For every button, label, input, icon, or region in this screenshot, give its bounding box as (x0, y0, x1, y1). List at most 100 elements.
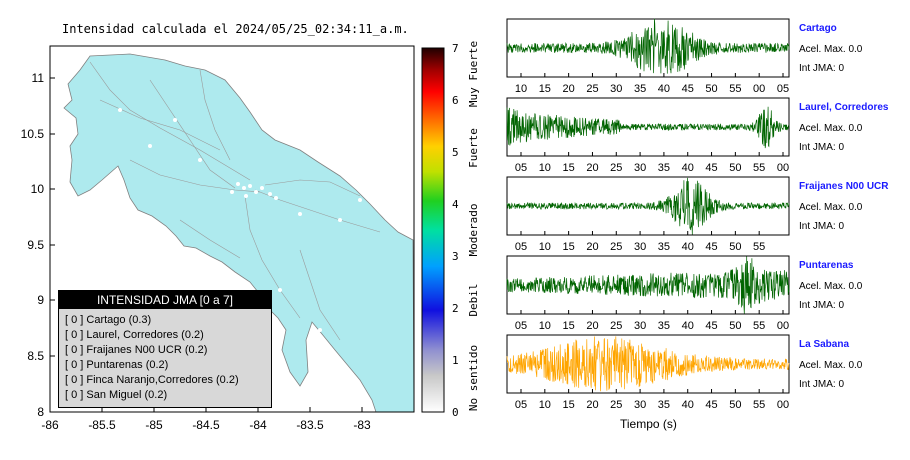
station-int-jma: Int JMA: 0 (799, 221, 845, 232)
time-tick-label: 20 (586, 241, 598, 253)
station-int-jma: Int JMA: 0 (799, 379, 845, 390)
colorbar-tick-label: 4 (452, 198, 459, 211)
time-tick-label: 45 (682, 83, 694, 95)
time-tick-label: 55 (753, 241, 765, 253)
time-tick-label: 05 (515, 241, 527, 253)
time-tick-label: 35 (634, 83, 646, 95)
lon-tick-label: -85.5 (88, 418, 116, 432)
colorbar-gradient (421, 47, 445, 413)
time-tick-label: 20 (563, 83, 575, 95)
legend-item: [ 0 ] Fraijanes N00 UCR (0.2) (65, 344, 208, 356)
colorbar-tick-label: 7 (452, 42, 459, 55)
lat-tick-label: 8 (37, 405, 44, 419)
time-tick-label: 05 (515, 399, 527, 411)
map-lon-axis: -86 -85.5 -85 -84.5 -84 -83.5 -83 (41, 407, 371, 432)
legend-item: [ 0 ] Puntarenas (0.2) (65, 359, 169, 371)
time-tick-label: 35 (658, 162, 670, 174)
time-tick-label: 00 (777, 162, 789, 174)
time-tick-label: 20 (586, 399, 598, 411)
time-tick-label: 30 (634, 399, 646, 411)
waveform-panel: 05 10 15 20 25 30 35 40 45 50 55 00 (506, 97, 790, 174)
waveform-panels: 10 15 20 25 30 35 40 45 50 55 00 05 05 10 15 20 25 30 35 40… (506, 18, 790, 411)
legend-item: [ 0 ] Finca Naranjo,Corredores (0.2) (65, 374, 239, 386)
time-tick-label: 50 (705, 83, 717, 95)
time-tick-label: 40 (682, 320, 694, 332)
station-name: Fraijanes N00 UCR (799, 181, 889, 192)
time-tick-label: 30 (634, 241, 646, 253)
lon-tick-label: -84 (249, 418, 267, 432)
lon-tick-label: -85 (145, 418, 163, 432)
time-tick-label: 05 (777, 83, 789, 95)
station-dots (118, 108, 362, 332)
time-tick-label: 10 (515, 83, 527, 95)
time-tick-label: 30 (634, 162, 646, 174)
time-tick-label: 45 (705, 241, 717, 253)
time-tick-label: 00 (753, 83, 765, 95)
colorbar-category-label: Fuerte (467, 128, 480, 168)
station-int-jma: Int JMA: 0 (799, 142, 845, 153)
waveform-trace (506, 18, 790, 74)
station-acel-max: Acel. Max. 0.0 (799, 281, 863, 292)
time-tick-label: 25 (586, 83, 598, 95)
colorbar-category-label: Muy Fuerte (467, 41, 480, 107)
waveform-panel: 05 10 15 20 25 30 35 40 45 50 55 (506, 176, 790, 253)
time-tick-label: 15 (563, 162, 575, 174)
lat-tick-label: 9 (37, 293, 44, 307)
colorbar-tick-label: 0 (452, 406, 459, 419)
station-acel-max: Acel. Max. 0.0 (799, 44, 863, 55)
colorbar-tick-label: 6 (452, 94, 459, 107)
time-tick-label: 10 (539, 241, 551, 253)
waveform-panel: 05 10 15 20 25 30 35 40 45 50 55 00 (506, 255, 790, 332)
station-int-jma: Int JMA: 0 (799, 63, 845, 74)
lon-tick-label: -83.5 (296, 418, 324, 432)
waveform-panel: 10 15 20 25 30 35 40 45 50 55 00 05 (506, 18, 790, 95)
station-name: La Sabana (799, 339, 850, 350)
time-tick-label: 50 (729, 162, 741, 174)
time-tick-label: 55 (753, 399, 765, 411)
time-tick-label: 20 (586, 162, 598, 174)
waveform-trace (506, 256, 790, 314)
time-tick-label: 30 (610, 83, 622, 95)
road-network (89, 61, 381, 341)
time-axis-title: Tiempo (s) (620, 417, 677, 431)
waveform-trace (506, 106, 790, 149)
time-tick-label: 40 (682, 241, 694, 253)
lat-tick-label: 9.5 (27, 238, 44, 252)
legend-item: [ 0 ] Cartago (0.3) (65, 314, 152, 326)
time-tick-label: 15 (563, 241, 575, 253)
legend-list: [ 0 ] Cartago (0.3) [ 0 ] Laurel, Corredo… (59, 309, 271, 403)
station-name: Cartago (799, 23, 837, 34)
time-tick-label: 15 (563, 320, 575, 332)
lat-tick-label: 10.5 (21, 127, 45, 141)
map-title: Intensidad calculada el 2024/05/25_02:34… (62, 22, 409, 36)
jma-colorbar: 7 6 5 4 3 2 1 0 Muy Fuerte Fuerte Moderado Debil No… (421, 41, 480, 419)
time-tick-label: 10 (539, 399, 551, 411)
time-tick-label: 10 (539, 162, 551, 174)
time-tick-label: 35 (658, 399, 670, 411)
waveform-trace (506, 336, 790, 392)
time-tick-label: 30 (634, 320, 646, 332)
time-tick-label: 00 (777, 320, 789, 332)
time-tick-label: 55 (729, 83, 741, 95)
time-tick-label: 20 (586, 320, 598, 332)
time-tick-label: 00 (777, 399, 789, 411)
time-tick-label: 05 (515, 320, 527, 332)
intensity-legend: INTENSIDAD JMA [0 a 7] [ 0 ] Cartago (0.… (58, 290, 272, 408)
time-tick-label: 40 (658, 83, 670, 95)
colorbar-category-label: Debil (467, 283, 480, 316)
time-tick-label: 45 (705, 399, 717, 411)
waveform-trace (506, 177, 790, 235)
legend-header: INTENSIDAD JMA [0 a 7] (59, 291, 271, 309)
time-tick-label: 35 (658, 241, 670, 253)
time-tick-label: 40 (682, 399, 694, 411)
colorbar-tick-label: 2 (452, 302, 459, 315)
time-tick-label: 05 (515, 162, 527, 174)
map-lat-axis: 11 10.5 10 9.5 9 8.5 8 (21, 71, 55, 419)
lat-tick-label: 11 (32, 71, 45, 85)
map-frame (49, 45, 415, 413)
lon-tick-label: -84.5 (192, 418, 220, 432)
costa-rica-land (63, 53, 414, 412)
station-acel-max: Acel. Max. 0.0 (799, 360, 863, 371)
time-tick-label: 25 (610, 241, 622, 253)
time-tick-label: 25 (610, 399, 622, 411)
